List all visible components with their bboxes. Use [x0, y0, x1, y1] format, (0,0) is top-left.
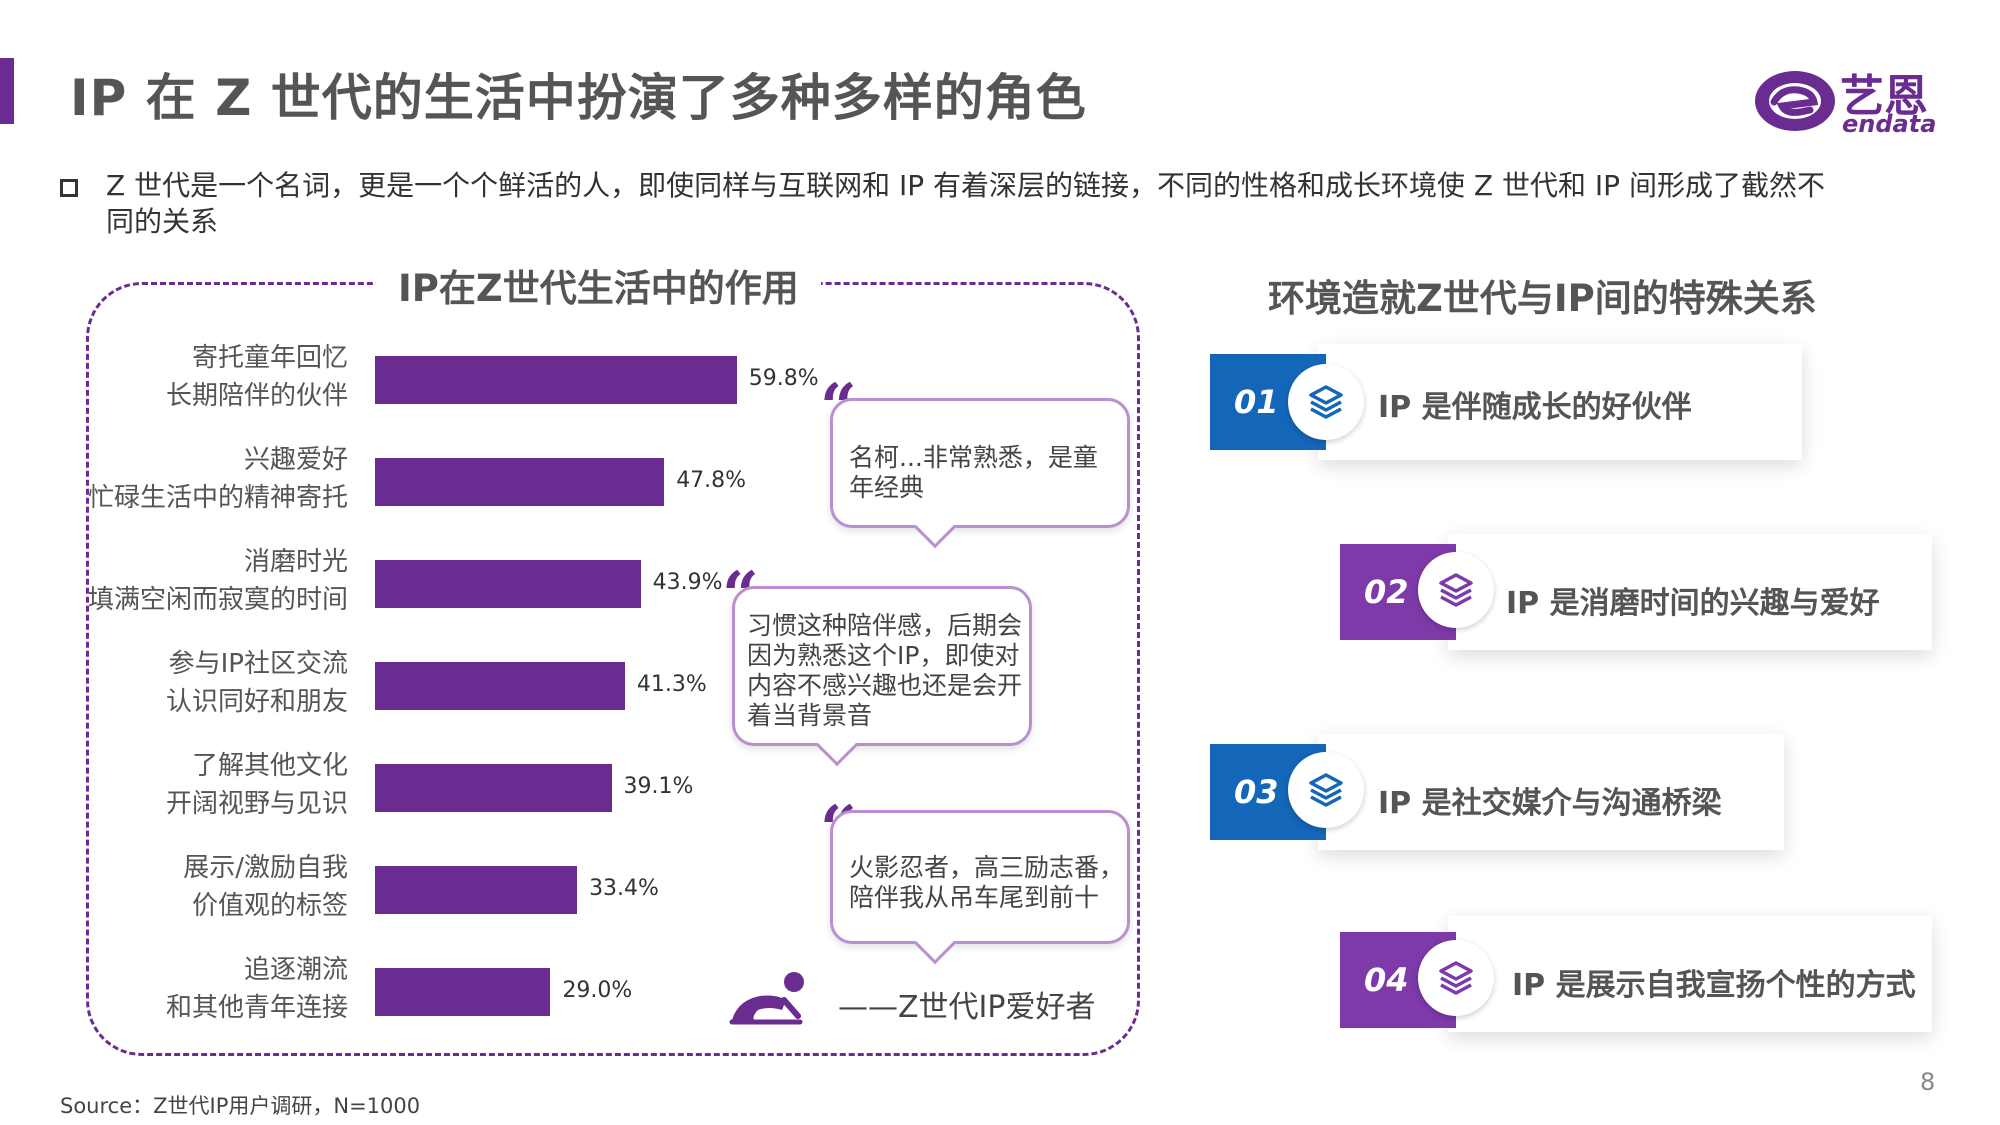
logo-cn-text: 艺恩 [1840, 71, 1928, 122]
bar-value-label: 43.9% [652, 570, 723, 595]
category-label-line: 填满空闲而寂寞的时间 [87, 585, 348, 615]
source-note: Source：Z世代IP用户调研，N=1000 [60, 1094, 421, 1118]
category-label-line: 追逐潮流 [243, 955, 348, 985]
layers-icon [1309, 385, 1343, 419]
category-label: 消磨时光填满空闲而寂寞的时间 [80, 543, 348, 619]
category-label-line: 开阔视野与见识 [165, 789, 348, 819]
category-label-line: 认识同好和朋友 [165, 687, 348, 717]
bar [375, 458, 665, 506]
bar [375, 560, 641, 608]
quote-text-3: 火影忍者，高三励志番，陪伴我从吊车尾到前十 [849, 853, 1125, 912]
category-label-line: 消磨时光 [243, 547, 348, 577]
endata-logo-icon [1755, 71, 1835, 131]
layers-icon [1309, 773, 1343, 807]
relationship-card [1448, 534, 1932, 650]
logo-en-text: endata [1842, 110, 1937, 138]
relationship-text: IP 是展示自我宣扬个性的方式 [1512, 968, 1916, 1003]
relationship-card [1318, 734, 1784, 850]
intro-text: Z 世代是一个名词，更是一个个鲜活的人，即使同样与互联网和 IP 有着深层的链接… [106, 169, 1825, 238]
relationship-text: IP 是社交媒介与沟通桥梁 [1378, 786, 1722, 821]
relationship-text: IP 是消磨时间的兴趣与爱好 [1506, 586, 1880, 621]
relationship-badge [1288, 364, 1364, 440]
quote-bubble-2: 习惯这种陪伴感，后期会因为熟悉这个IP，即使对内容不感兴趣也还是会开着当背景音 [732, 586, 1032, 746]
relationship-text: IP 是伴随成长的好伙伴 [1378, 390, 1692, 425]
relationship-panel-title: 环境造就Z世代与IP间的特殊关系 [1268, 277, 1817, 320]
relationship-badge [1418, 940, 1494, 1016]
bar-value-label: 33.4% [589, 876, 659, 901]
quote-text-1: 名柯...非常熟悉，是童年经典 [849, 443, 1098, 502]
category-label-line: 兴趣爱好 [243, 445, 348, 475]
category-label-line: 价值观的标签 [191, 891, 348, 921]
category-label-line: 和其他青年连接 [165, 993, 348, 1023]
kneeling-fan-icon [729, 972, 804, 1025]
bar-value-label: 47.8% [676, 468, 747, 493]
layers-icon [1439, 573, 1473, 607]
category-label: 寄托童年回忆长期陪伴的伙伴 [80, 339, 348, 415]
bar [375, 968, 551, 1016]
quote-attribution: ——Z世代IP爱好者 [838, 990, 1096, 1025]
category-label-line: 寄托童年回忆 [191, 343, 348, 373]
relationship-badge [1418, 552, 1494, 628]
relationship-card [1448, 916, 1932, 1032]
relationship-badge [1288, 752, 1364, 828]
chart-title: IP在Z世代生活中的作用 [376, 258, 821, 312]
bar-value-label: 41.3% [636, 672, 707, 697]
category-label: 追逐潮流和其他青年连接 [80, 951, 348, 1027]
category-label-line: 了解其他文化 [191, 751, 348, 781]
page-number: 8 [1920, 1068, 1936, 1096]
bar-value-label: 39.1% [623, 774, 694, 799]
title-accent-bar [0, 58, 14, 124]
category-label-line: 长期陪伴的伙伴 [165, 381, 348, 411]
bar-value-label: 29.0% [562, 978, 633, 1003]
category-label: 展示/激励自我价值观的标签 [80, 849, 348, 925]
category-label: 参与IP社区交流 认识同好和朋友 [80, 645, 348, 721]
bar [375, 764, 612, 812]
bar-value-label: 59.8% [748, 366, 819, 391]
category-label: 兴趣爱好忙碌生活中的精神寄托 [80, 441, 348, 517]
category-label-line: 忙碌生活中的精神寄托 [87, 483, 348, 513]
category-label-line: 展示/激励自我 [183, 853, 348, 883]
relationship-card [1318, 344, 1802, 460]
quote-bubble-1: 名柯...非常熟悉，是童年经典 [830, 398, 1130, 528]
quote-bubble-3: 火影忍者，高三励志番，陪伴我从吊车尾到前十 [830, 810, 1130, 944]
bar [375, 662, 625, 710]
quote-text-2: 习惯这种陪伴感，后期会因为熟悉这个IP，即使对内容不感兴趣也还是会开着当背景音 [747, 611, 1023, 730]
layers-icon [1439, 961, 1473, 995]
bar [375, 356, 737, 404]
page-title: IP 在 Z 世代的生活中扮演了多种多样的角色 [70, 69, 1087, 127]
category-label-line: 参与IP社区交流 [168, 649, 348, 679]
endata-logo: 艺恩 endata [1752, 60, 1962, 140]
bar [375, 866, 578, 914]
category-label: 了解其他文化开阔视野与见识 [80, 747, 348, 823]
square-bullet-icon [60, 179, 78, 197]
